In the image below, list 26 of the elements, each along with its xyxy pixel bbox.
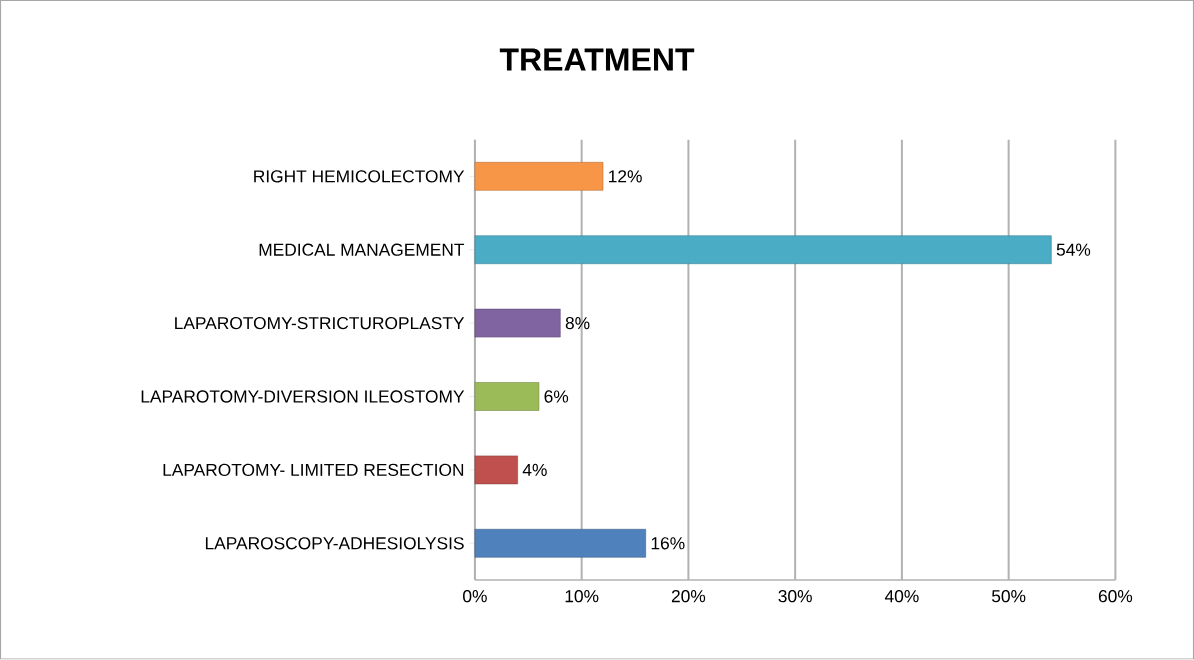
data-label: 6% (544, 390, 569, 403)
y-tick-label: LAPAROTOMY- LIMITED RESECTION (163, 463, 464, 477)
x-tick-label: 20% (671, 590, 706, 603)
x-tick-label: 0% (463, 590, 487, 603)
chart-title: TREATMENT (499, 48, 695, 71)
data-label: 8% (565, 317, 590, 330)
bar (474, 455, 518, 485)
x-tick-label: 50% (991, 590, 1026, 603)
bar (474, 162, 604, 191)
data-label: 4% (522, 464, 547, 477)
x-tick-label: 30% (778, 590, 812, 603)
y-tick-label: RIGHT HEMICOLECTOMY (254, 170, 465, 183)
bar (474, 235, 1052, 265)
bar (474, 529, 646, 558)
x-tick-label: 40% (884, 590, 919, 603)
y-tick-label: LAPAROSCOPY-ADHESIOLYSIS (205, 537, 464, 550)
y-tick-label: LAPAROTOMY-STRICTUROPLASTY (175, 317, 465, 330)
x-tick-label: 60% (1098, 590, 1133, 603)
data-label: 12% (609, 170, 642, 183)
x-tick-label: 10% (565, 590, 599, 603)
bar (474, 382, 540, 411)
data-label: 54% (1056, 243, 1091, 257)
bar (474, 309, 561, 338)
y-tick-label: LAPAROTOMY-DIVERSION ILEOSTOMY (141, 390, 465, 403)
data-label: 16% (651, 537, 685, 550)
y-tick-label: MEDICAL MANAGEMENT (259, 243, 465, 257)
